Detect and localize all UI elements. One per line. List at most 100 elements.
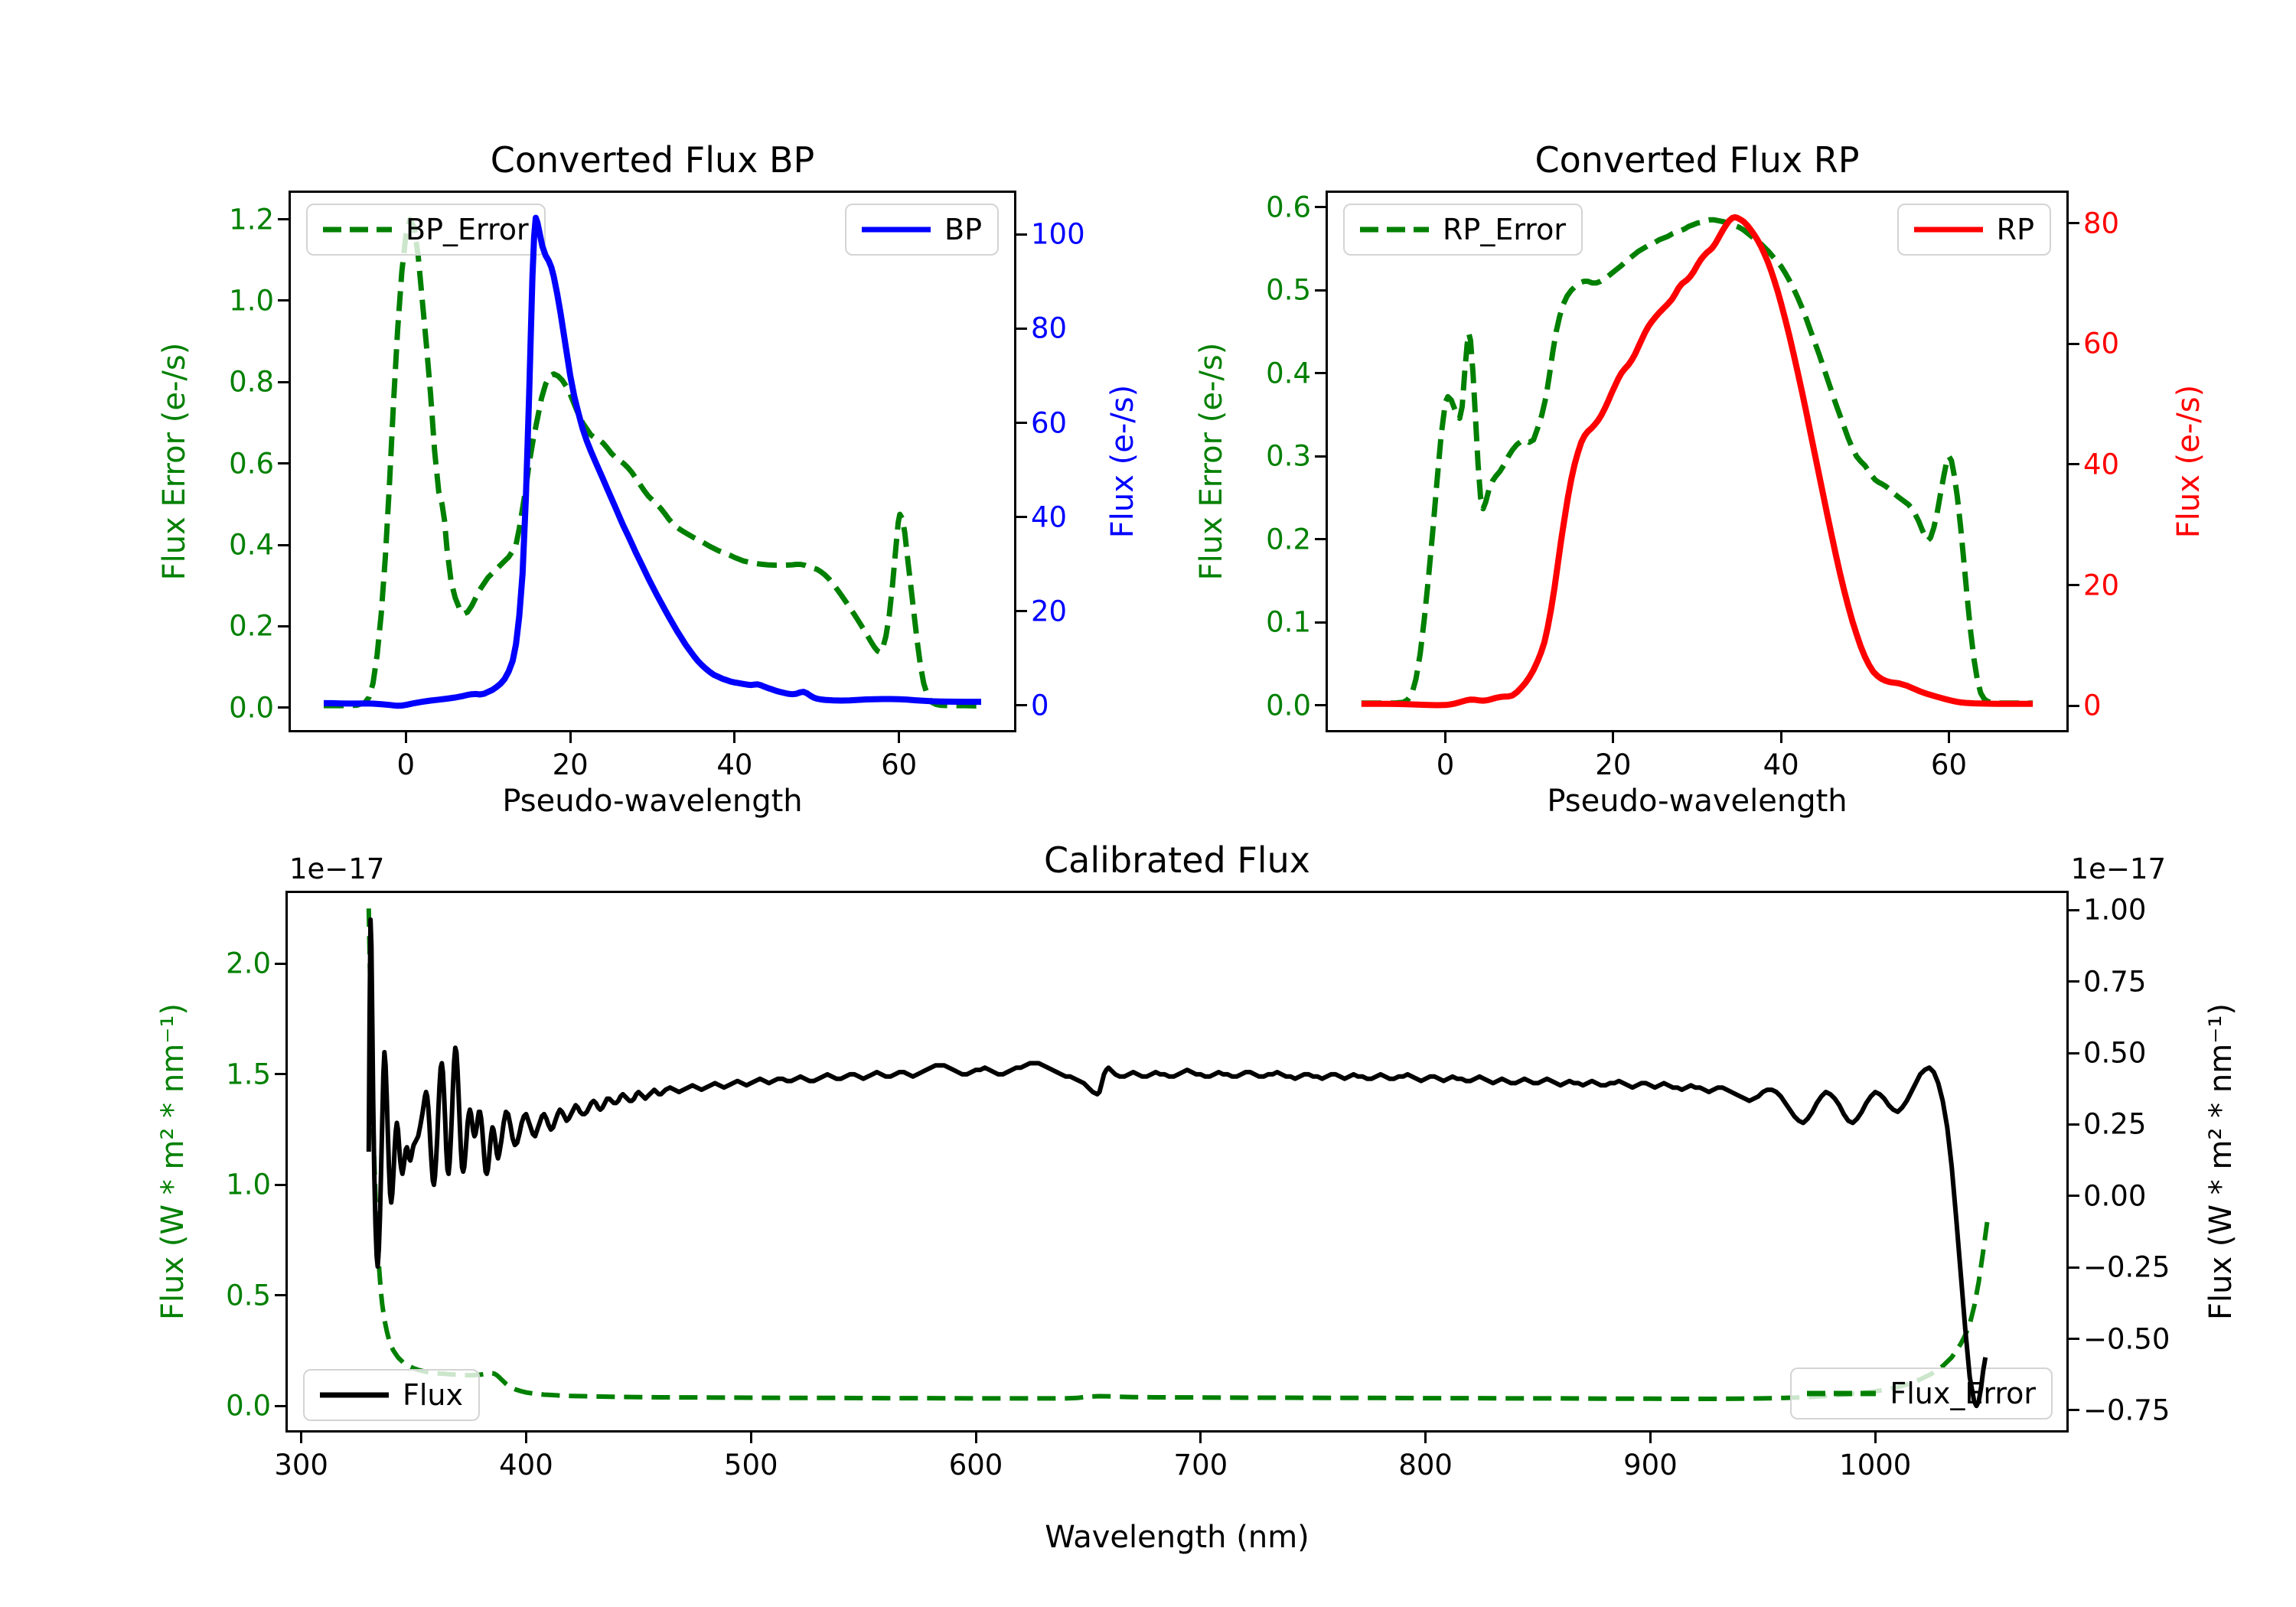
x-tick-label: 300 <box>274 1449 328 1482</box>
x-tick-mark <box>1649 1430 1652 1443</box>
series-rp_error <box>1361 217 2033 706</box>
subplot-bp-right-ylabel: Flux (e-/s) <box>1105 384 1140 539</box>
left-y-tick-mark <box>275 1404 288 1407</box>
right-y-tick-label: 1.00 <box>2083 893 2147 927</box>
right-y-tick-mark <box>1014 233 1027 236</box>
left-y-tick-label: 1.2 <box>229 203 274 236</box>
right-y-tick-label: 0 <box>2083 689 2102 722</box>
x-tick-label: 60 <box>1930 748 1968 781</box>
x-tick-mark <box>1444 730 1447 743</box>
left-y-tick-mark <box>1315 538 1328 541</box>
x-tick-mark <box>1874 1430 1877 1443</box>
right-y-tick-label: 20 <box>2083 569 2120 601</box>
right-y-tick-mark <box>2066 1123 2079 1126</box>
subplot-calibrated-left-ylabel: Flux (W * m² * nm⁻¹) <box>155 1003 191 1320</box>
left-y-tick-label: 0.8 <box>229 365 274 399</box>
right-y-tick-label: −0.25 <box>2083 1250 2170 1284</box>
x-tick-label: 40 <box>716 748 753 781</box>
subplot-rp-left-ylabel: Flux Error (e-/s) <box>1194 342 1229 581</box>
left-y-tick-label: 1.5 <box>226 1058 271 1091</box>
right-y-tick-mark <box>2066 1266 2079 1269</box>
left-y-tick-label: 0.0 <box>229 691 274 725</box>
left-y-tick-label: 0.6 <box>229 447 274 481</box>
legend-label: BP <box>944 213 982 246</box>
subplot-rp-xlabel: Pseudo-wavelength <box>1547 784 1848 819</box>
series-bp_error <box>324 217 982 709</box>
right-axis-offset-text: 1e−17 <box>2070 852 2166 885</box>
subplot-calibrated-right-ylabel: Flux (W * m² * nm⁻¹) <box>2203 1003 2239 1320</box>
right-y-tick-label: 0.25 <box>2083 1107 2147 1141</box>
left-y-tick-mark <box>278 706 291 709</box>
subplot-bp-xlabel: Pseudo-wavelength <box>502 784 803 819</box>
series-rp <box>1361 214 2033 709</box>
legend-sample-line <box>862 227 931 233</box>
legend-flux: Flux <box>303 1369 480 1421</box>
legend-rp: RP <box>1896 204 2051 256</box>
left-y-tick-mark <box>1315 206 1328 209</box>
left-y-tick-label: 0.0 <box>226 1389 271 1423</box>
series-flux_error <box>366 908 1991 1401</box>
left-y-tick-mark <box>278 299 291 302</box>
left-y-tick-label: 0.4 <box>229 528 274 562</box>
subplot-bp-title: Converted Flux BP <box>490 139 815 181</box>
legend-label: BP_Error <box>406 213 529 246</box>
x-tick-label: 700 <box>1173 1449 1228 1482</box>
legend-bp_error: BP_Error <box>306 204 546 256</box>
right-y-tick-mark <box>2066 908 2079 911</box>
x-tick-label: 400 <box>499 1449 553 1482</box>
x-tick-mark <box>898 730 901 743</box>
right-y-tick-mark <box>1014 327 1027 330</box>
right-y-tick-mark <box>2066 342 2079 345</box>
left-y-tick-label: 0.5 <box>226 1279 271 1312</box>
left-y-tick-mark <box>275 1294 288 1297</box>
subplot-calibrated-xlabel: Wavelength (nm) <box>1045 1520 1309 1555</box>
right-y-tick-mark <box>1014 610 1027 613</box>
legend-sample-line <box>320 1392 389 1398</box>
right-y-tick-mark <box>1014 704 1027 707</box>
right-y-tick-mark <box>2066 463 2079 466</box>
right-y-tick-mark <box>1014 422 1027 424</box>
left-y-tick-label: 1.0 <box>229 284 274 318</box>
left-y-tick-label: 2.0 <box>226 947 271 980</box>
right-y-tick-mark <box>1014 516 1027 519</box>
right-y-tick-mark <box>2066 980 2079 983</box>
x-tick-label: 0 <box>1436 748 1455 781</box>
right-y-tick-label: −0.75 <box>2083 1393 2170 1427</box>
x-tick-label: 60 <box>881 748 918 781</box>
left-y-tick-mark <box>278 380 291 383</box>
left-y-tick-mark <box>278 462 291 465</box>
x-tick-label: 20 <box>552 748 589 781</box>
subplot-bp-left-ylabel: Flux Error (e-/s) <box>157 342 192 581</box>
x-tick-mark <box>1424 1430 1427 1443</box>
x-tick-mark <box>569 730 572 743</box>
right-y-tick-label: 60 <box>1031 406 1068 439</box>
x-tick-mark <box>1199 1430 1202 1443</box>
legend-rp_error: RP_Error <box>1343 204 1583 256</box>
x-tick-mark <box>1779 730 1782 743</box>
legend-label: RP_Error <box>1443 213 1566 246</box>
right-y-tick-mark <box>2066 1195 2079 1198</box>
subplot-rp-right-ylabel: Flux (e-/s) <box>2171 384 2206 539</box>
legend-sample-line <box>1807 1390 1877 1397</box>
right-y-tick-label: 80 <box>2083 207 2120 240</box>
left-y-tick-mark <box>1315 621 1328 624</box>
legend-sample-line <box>1360 227 1429 233</box>
series-bp <box>324 214 981 709</box>
right-y-tick-mark <box>2066 1409 2079 1412</box>
left-y-tick-mark <box>275 1073 288 1076</box>
x-tick-mark <box>404 730 407 743</box>
legend-label: Flux_Error <box>1890 1377 2036 1410</box>
right-y-tick-label: 0.50 <box>2083 1036 2147 1070</box>
right-y-tick-label: 0.00 <box>2083 1179 2147 1213</box>
x-tick-mark <box>733 730 736 743</box>
left-y-tick-label: 0.1 <box>1266 605 1311 639</box>
x-tick-mark <box>300 1430 303 1443</box>
legend-label: Flux <box>403 1378 463 1412</box>
left-y-tick-mark <box>1315 372 1328 375</box>
left-y-tick-label: 0.6 <box>1266 191 1311 224</box>
right-y-tick-mark <box>2066 584 2079 586</box>
x-tick-label: 800 <box>1398 1449 1453 1482</box>
subplot-calibrated-plot-area: 300 400 500 600 700 800 900 1000 0.0 0.5 1.0 1.5 2.0… <box>226 891 2170 1482</box>
legend-flux_error: Flux_Error <box>1790 1367 2053 1420</box>
